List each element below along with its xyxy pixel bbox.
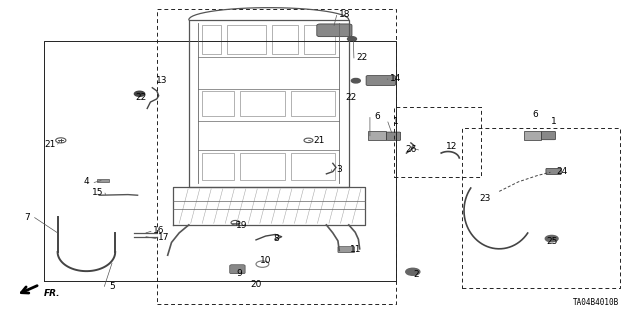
Text: 8: 8 — [274, 234, 279, 243]
Text: 9: 9 — [237, 269, 242, 278]
Text: 12: 12 — [446, 142, 458, 151]
Bar — [524, 131, 541, 140]
Text: 7: 7 — [24, 213, 29, 222]
Bar — [291, 153, 335, 180]
Text: 5: 5 — [109, 282, 115, 291]
FancyBboxPatch shape — [387, 132, 401, 140]
Text: 10: 10 — [260, 256, 271, 265]
Text: 21: 21 — [44, 140, 56, 149]
Text: 23: 23 — [479, 194, 491, 203]
Text: 14: 14 — [390, 74, 401, 83]
Text: 18: 18 — [339, 10, 350, 19]
Bar — [272, 25, 298, 54]
Text: 19: 19 — [236, 221, 248, 230]
Circle shape — [348, 37, 356, 41]
FancyBboxPatch shape — [366, 76, 396, 85]
Bar — [291, 91, 335, 116]
FancyBboxPatch shape — [230, 265, 245, 274]
Bar — [202, 153, 234, 180]
Text: 13: 13 — [156, 76, 168, 85]
Text: 20: 20 — [250, 280, 262, 289]
Text: TA04B4010B: TA04B4010B — [573, 298, 620, 307]
FancyBboxPatch shape — [541, 131, 556, 140]
Bar — [202, 91, 234, 116]
FancyBboxPatch shape — [546, 168, 561, 174]
Text: 1: 1 — [551, 117, 556, 126]
Circle shape — [134, 91, 145, 96]
Circle shape — [406, 268, 420, 275]
Circle shape — [351, 78, 360, 83]
Text: 17: 17 — [158, 233, 170, 242]
Text: FR.: FR. — [44, 289, 60, 298]
Text: 11: 11 — [350, 245, 362, 254]
Bar — [368, 131, 386, 140]
Text: 1: 1 — [393, 117, 398, 126]
FancyBboxPatch shape — [317, 24, 352, 37]
FancyBboxPatch shape — [338, 247, 355, 253]
Text: 6: 6 — [532, 110, 538, 119]
Bar — [97, 179, 109, 182]
Text: 4: 4 — [84, 177, 89, 186]
Bar — [304, 25, 335, 54]
Text: 3: 3 — [337, 165, 342, 174]
Text: 6: 6 — [375, 112, 380, 121]
Text: 25: 25 — [546, 237, 557, 246]
Bar — [202, 25, 221, 54]
Text: 22: 22 — [356, 53, 367, 62]
Text: 24: 24 — [556, 167, 568, 176]
Text: 2: 2 — [413, 271, 419, 279]
Text: 22: 22 — [345, 93, 356, 102]
Text: 26: 26 — [405, 145, 417, 154]
Text: 16: 16 — [153, 226, 164, 235]
Circle shape — [545, 235, 558, 242]
Text: 15: 15 — [92, 188, 103, 197]
Bar — [240, 91, 285, 116]
Text: 22: 22 — [135, 93, 147, 102]
Bar — [227, 25, 266, 54]
Bar — [240, 153, 285, 180]
Text: 21: 21 — [313, 137, 324, 145]
